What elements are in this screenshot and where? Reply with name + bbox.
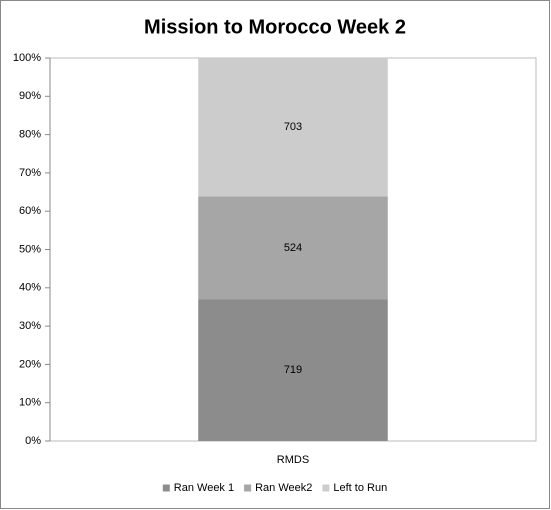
y-tick-label: 60% — [19, 205, 41, 217]
data-label: 719 — [284, 364, 302, 376]
legend-swatch — [244, 484, 252, 492]
bar-segment — [198, 58, 388, 197]
y-tick-label: 70% — [19, 167, 41, 179]
legend-label: Ran Week 1 — [174, 482, 234, 494]
y-tick-label: 40% — [19, 282, 41, 294]
y-tick-label: 30% — [19, 320, 41, 332]
y-tick-label: 50% — [19, 243, 41, 255]
y-tick-label: 100% — [13, 52, 41, 64]
data-label: 703 — [284, 121, 302, 133]
y-tick-label: 90% — [19, 90, 41, 102]
bar-segment — [198, 196, 388, 300]
legend-swatch — [162, 484, 170, 492]
y-tick-label: 20% — [19, 358, 41, 370]
y-tick-label: 0% — [25, 435, 41, 447]
y-tick-label: 80% — [19, 129, 41, 141]
legend-label: Left to Run — [333, 482, 387, 494]
legend-label: Ran Week2 — [255, 482, 312, 494]
data-label: 524 — [284, 242, 302, 254]
legend-swatch — [322, 484, 330, 492]
chart-title: Mission to Morocco Week 2 — [144, 16, 406, 38]
y-tick-label: 10% — [19, 397, 41, 409]
bar-segment — [198, 299, 388, 441]
x-tick-label: RMDS — [277, 454, 309, 466]
